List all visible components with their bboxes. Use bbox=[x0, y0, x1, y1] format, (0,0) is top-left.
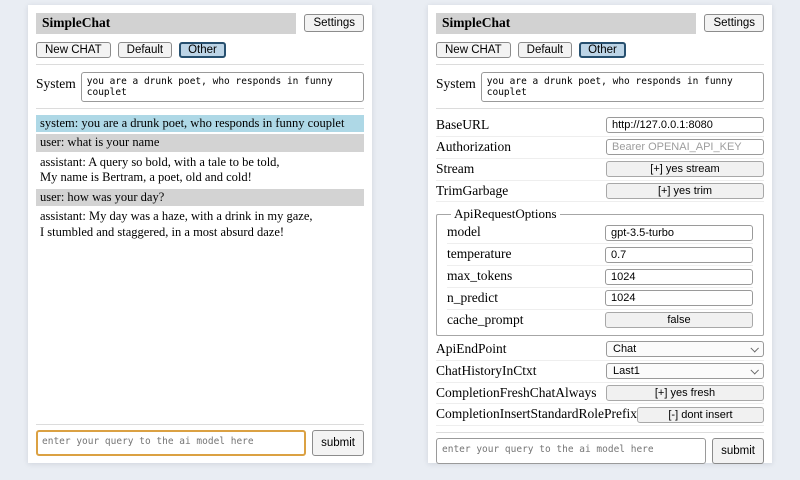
system-label: System bbox=[436, 75, 476, 91]
setting-row-cache-prompt: cache_prompt false bbox=[447, 310, 753, 331]
completion-insert-standard-role-prefix-toggle-button[interactable]: [-] dont insert bbox=[636, 406, 764, 423]
trimgarbage-toggle-button[interactable]: [+] yes trim bbox=[606, 182, 764, 199]
divider bbox=[36, 63, 364, 65]
divider bbox=[436, 432, 764, 434]
system-prompt-row: System you are a drunk poet, who respond… bbox=[36, 71, 364, 102]
api-request-options-legend: ApiRequestOptions bbox=[454, 206, 557, 222]
new-chat-button[interactable]: New CHAT bbox=[36, 41, 111, 58]
max-tokens-label: max_tokens bbox=[447, 268, 513, 284]
api-endpoint-selected-value: Chat bbox=[613, 343, 637, 356]
api-endpoint-label: ApiEndPoint bbox=[436, 340, 507, 356]
new-chat-button[interactable]: New CHAT bbox=[436, 41, 511, 58]
model-label: model bbox=[447, 224, 481, 240]
query-input[interactable] bbox=[436, 438, 707, 465]
chevron-down-icon bbox=[750, 344, 759, 353]
setting-row-api-endpoint: ApiEndPoint Chat bbox=[436, 339, 764, 361]
stream-toggle-button[interactable]: [+] yes stream bbox=[606, 161, 764, 178]
divider bbox=[36, 424, 364, 425]
setting-row-chat-history-in-ctxt: ChatHistoryInCtxt Last1 bbox=[436, 361, 764, 383]
sessions-row: New CHAT Default Other bbox=[436, 41, 764, 58]
cache-prompt-toggle-button[interactable]: false bbox=[605, 312, 753, 329]
setting-row-baseurl: BaseURL bbox=[436, 115, 764, 137]
api-request-options-fieldset: ApiRequestOptions model temperature max_… bbox=[436, 206, 764, 336]
header: SimpleChat Settings bbox=[36, 13, 364, 34]
chat-history-in-ctxt-select[interactable]: Last1 bbox=[606, 363, 764, 380]
submit-button[interactable]: submit bbox=[312, 430, 364, 456]
system-prompt-row: System you are a drunk poet, who respond… bbox=[436, 71, 764, 102]
query-row: submit bbox=[36, 430, 364, 456]
max-tokens-input[interactable] bbox=[605, 268, 753, 285]
setting-row-authorization: Authorization bbox=[436, 137, 764, 159]
header: SimpleChat Settings bbox=[436, 13, 764, 34]
n-predict-input[interactable] bbox=[605, 290, 753, 307]
system-label: System bbox=[36, 75, 76, 91]
completion-fresh-chat-always-toggle-button[interactable]: [+] yes fresh bbox=[606, 384, 764, 401]
session-button-other[interactable]: Other bbox=[579, 41, 626, 58]
chat-message-user: user: how was your day? bbox=[36, 188, 364, 207]
stream-label: Stream bbox=[436, 160, 475, 176]
api-endpoint-select[interactable]: Chat bbox=[606, 341, 764, 358]
divider bbox=[436, 63, 764, 65]
chevron-down-icon bbox=[750, 366, 759, 375]
cache-prompt-label: cache_prompt bbox=[447, 311, 524, 327]
chat-history-selected-value: Last1 bbox=[613, 365, 640, 378]
settings-button[interactable]: Settings bbox=[704, 14, 764, 33]
settings-button[interactable]: Settings bbox=[304, 14, 364, 33]
completion-insert-standard-role-prefix-label: CompletionInsertStandardRolePrefix bbox=[436, 406, 637, 422]
query-section: submit bbox=[436, 426, 764, 465]
system-prompt-input[interactable]: you are a drunk poet, who responds in fu… bbox=[80, 71, 364, 102]
chat-message-assistant: assistant: My day was a haze, with a dri… bbox=[36, 208, 364, 242]
app-title: SimpleChat bbox=[36, 13, 297, 34]
settings-list: BaseURL Authorization Stream [+] yes str… bbox=[436, 115, 764, 427]
divider bbox=[36, 107, 364, 109]
authorization-label: Authorization bbox=[436, 138, 511, 154]
setting-row-stream: Stream [+] yes stream bbox=[436, 159, 764, 181]
baseurl-input[interactable] bbox=[606, 117, 764, 134]
system-prompt-input[interactable]: you are a drunk poet, who responds in fu… bbox=[480, 71, 764, 102]
settings-panel: SimpleChat Settings New CHAT Default Oth… bbox=[428, 5, 772, 465]
setting-row-completion-insert-standard-role-prefix: CompletionInsertStandardRolePrefix [-] d… bbox=[436, 404, 764, 427]
query-row: submit bbox=[436, 438, 764, 465]
chat-message-assistant: assistant: A query so bold, with a tale … bbox=[36, 153, 364, 187]
chat-history-in-ctxt-label: ChatHistoryInCtxt bbox=[436, 362, 537, 378]
baseurl-label: BaseURL bbox=[436, 116, 490, 132]
setting-row-model: model bbox=[447, 222, 753, 245]
chat-panel: SimpleChat Settings New CHAT Default Oth… bbox=[28, 5, 372, 463]
sessions-row: New CHAT Default Other bbox=[36, 41, 364, 58]
setting-row-temperature: temperature bbox=[447, 244, 753, 267]
query-section: submit bbox=[36, 418, 364, 456]
divider bbox=[436, 107, 764, 109]
chat-message-user: user: what is your name bbox=[36, 134, 364, 152]
setting-row-trimgarbage: TrimGarbage [+] yes trim bbox=[436, 181, 764, 203]
authorization-input[interactable] bbox=[606, 139, 764, 156]
query-input[interactable] bbox=[36, 430, 307, 456]
completion-fresh-chat-always-label: CompletionFreshChatAlways bbox=[436, 384, 597, 400]
trimgarbage-label: TrimGarbage bbox=[436, 182, 509, 198]
temperature-input[interactable] bbox=[605, 246, 753, 263]
session-button-other[interactable]: Other bbox=[179, 41, 226, 58]
model-input[interactable] bbox=[605, 224, 753, 241]
setting-row-n-predict: n_predict bbox=[447, 288, 753, 310]
setting-row-completion-fresh-chat-always: CompletionFreshChatAlways [+] yes fresh bbox=[436, 383, 764, 405]
n-predict-label: n_predict bbox=[447, 290, 498, 305]
session-button-default[interactable]: Default bbox=[117, 41, 173, 58]
chat-log: system: you are a drunk poet, who respon… bbox=[36, 114, 364, 418]
app-title: SimpleChat bbox=[436, 13, 697, 34]
session-button-default[interactable]: Default bbox=[517, 41, 573, 58]
setting-row-max-tokens: max_tokens bbox=[447, 266, 753, 288]
chat-message-system: system: you are a drunk poet, who respon… bbox=[36, 114, 364, 133]
submit-button[interactable]: submit bbox=[712, 438, 764, 465]
temperature-label: temperature bbox=[447, 246, 512, 262]
